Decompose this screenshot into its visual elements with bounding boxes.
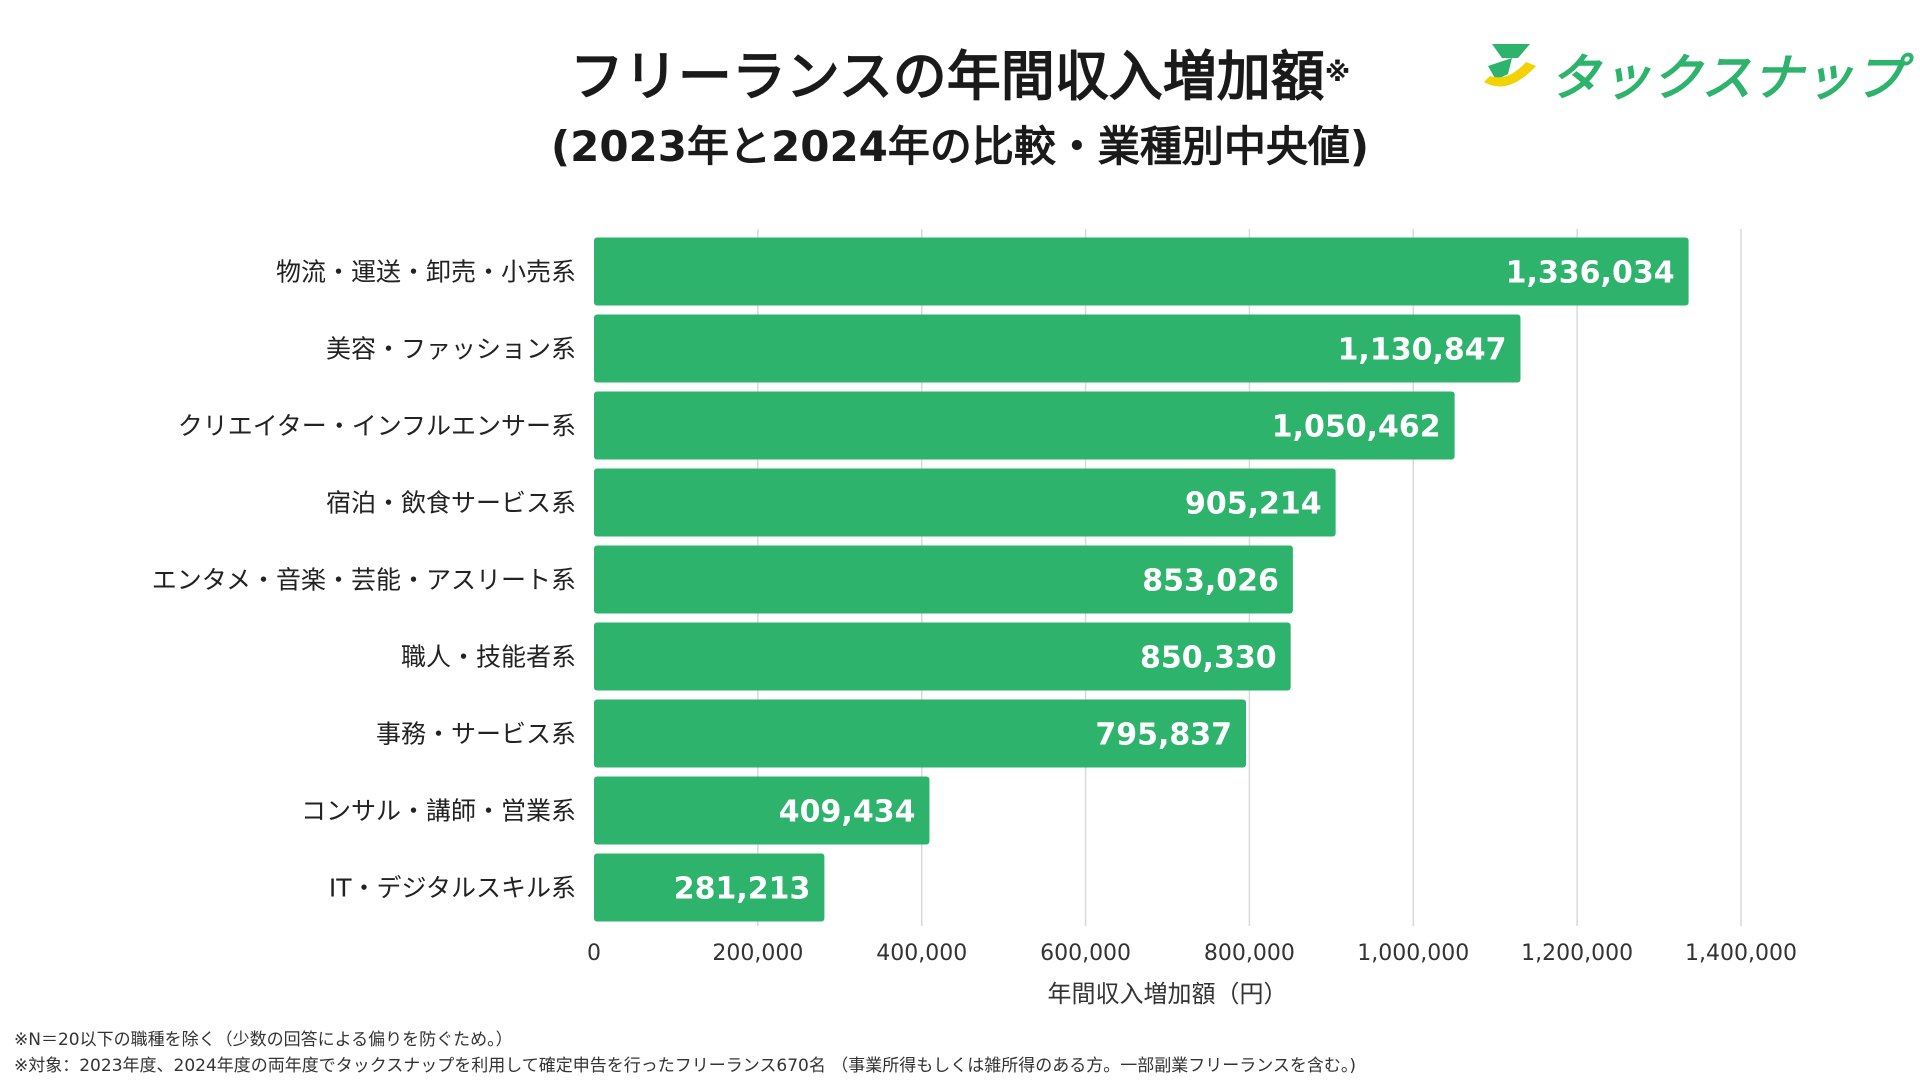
category-label: クリエイター・インフルエンサー系 bbox=[178, 412, 576, 441]
bar-value-label: 905,214 bbox=[1185, 487, 1322, 522]
bars: 1,336,034 1,130,847 1,050,462 905,214 853,02… bbox=[594, 237, 1689, 922]
footnotes: ※N＝20以下の職種を除く（少数の回答による偏りを防ぐため。） ※対象：2023… bbox=[14, 1027, 1356, 1079]
brand-logo: タックスナップ bbox=[1478, 34, 1905, 107]
x-tick-label: 800,000 bbox=[1204, 941, 1295, 966]
category-label: コンサル・講師・営業系 bbox=[301, 797, 576, 826]
x-tick-label: 1,200,000 bbox=[1521, 941, 1633, 966]
bar-value-label: 850,330 bbox=[1140, 641, 1277, 676]
x-tick-label: 200,000 bbox=[712, 941, 803, 966]
bar bbox=[594, 622, 1291, 691]
bar bbox=[594, 237, 1689, 306]
x-axis-title: 年間収入増加額（円） bbox=[1047, 980, 1288, 1008]
bar-value-label: 1,130,847 bbox=[1338, 333, 1507, 368]
title-footnote-mark: ※ bbox=[1324, 58, 1351, 88]
bar-value-label: 409,434 bbox=[779, 795, 916, 830]
bar bbox=[594, 853, 825, 922]
category-label: エンタメ・音楽・芸能・アスリート系 bbox=[152, 566, 576, 595]
x-tick-label: 1,000,000 bbox=[1357, 941, 1469, 966]
category-label: IT・デジタルスキル系 bbox=[329, 874, 576, 903]
bar bbox=[594, 391, 1455, 460]
chart-title-block: フリーランスの年間収入増加額※ (2023年と2024年の比較・業種別中央値) bbox=[0, 42, 1920, 178]
x-tick-label: 0 bbox=[587, 941, 601, 966]
footnote-line: ※N＝20以下の職種を除く（少数の回答による偏りを防ぐため。） bbox=[14, 1030, 513, 1050]
x-tick-label: 600,000 bbox=[1040, 941, 1131, 966]
bar bbox=[594, 699, 1247, 768]
x-tick-labels: 0 200,000 400,000 600,000 800,000 1,000,000 1,… bbox=[587, 941, 1797, 966]
x-tick-label: 1,400,000 bbox=[1685, 941, 1797, 966]
bar bbox=[594, 468, 1336, 537]
bar-chart: 1,336,034 1,130,847 1,050,462 905,214 853,02… bbox=[152, 229, 1797, 966]
bar bbox=[594, 314, 1521, 383]
chart-subtitle: (2023年と2024年の比較・業種別中央値) bbox=[550, 122, 1370, 171]
category-label: 事務・サービス系 bbox=[376, 720, 576, 749]
taxnap-logo-icon bbox=[1484, 44, 1536, 87]
category-label: 職人・技能者系 bbox=[401, 643, 576, 672]
footnote-line: ※対象：2023年度、2024年度の両年度でタックスナップを利用して確定申告を行… bbox=[14, 1056, 1357, 1076]
brand-logo-text: タックスナップ bbox=[1550, 49, 1906, 107]
bar-value-label: 1,336,034 bbox=[1506, 256, 1675, 291]
x-tick-label: 400,000 bbox=[876, 941, 967, 966]
category-label: 美容・ファッション系 bbox=[326, 335, 576, 364]
category-label: 物流・運送・卸売・小売系 bbox=[276, 258, 576, 287]
bar-value-label: 281,213 bbox=[674, 872, 811, 907]
bar bbox=[594, 776, 930, 845]
chart-title-text: フリーランスの年間収入増加額 bbox=[569, 45, 1325, 108]
bar-value-label: 795,837 bbox=[1095, 718, 1232, 753]
chart-title: フリーランスの年間収入増加額※ bbox=[0, 42, 1920, 112]
category-labels: 物流・運送・卸売・小売系美容・ファッション系クリエイター・インフルエンサー系宿泊… bbox=[152, 258, 576, 903]
bar-value-label: 853,026 bbox=[1142, 564, 1279, 599]
category-label: 宿泊・飲食サービス系 bbox=[326, 489, 576, 518]
bar bbox=[594, 545, 1293, 614]
bar-value-label: 1,050,462 bbox=[1272, 410, 1441, 445]
